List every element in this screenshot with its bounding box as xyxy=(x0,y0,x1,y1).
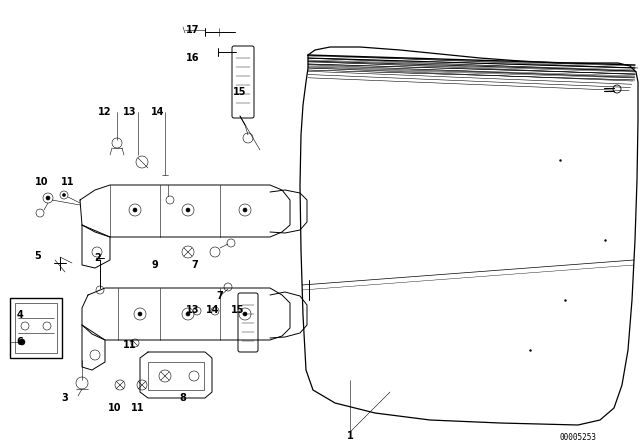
Text: 10: 10 xyxy=(35,177,49,187)
Text: 9: 9 xyxy=(152,260,158,270)
Text: 14: 14 xyxy=(206,305,220,315)
Circle shape xyxy=(138,312,142,316)
Text: 4: 4 xyxy=(17,310,24,320)
Text: 7: 7 xyxy=(191,260,198,270)
Text: 15: 15 xyxy=(233,87,247,97)
Text: 17: 17 xyxy=(186,25,200,35)
Text: 11: 11 xyxy=(124,340,137,350)
Text: 8: 8 xyxy=(180,393,186,403)
Bar xyxy=(148,362,204,390)
Text: 5: 5 xyxy=(35,251,42,261)
Text: 16: 16 xyxy=(186,53,200,63)
Circle shape xyxy=(243,312,247,316)
Circle shape xyxy=(46,196,50,200)
Text: 00005253: 00005253 xyxy=(559,434,596,443)
Bar xyxy=(10,298,62,358)
Text: 7: 7 xyxy=(216,291,223,301)
Text: 3: 3 xyxy=(61,393,68,403)
Text: 12: 12 xyxy=(99,107,112,117)
Text: 13: 13 xyxy=(124,107,137,117)
Text: 11: 11 xyxy=(61,177,75,187)
Circle shape xyxy=(63,194,65,197)
Circle shape xyxy=(133,208,137,212)
Circle shape xyxy=(186,208,190,212)
Circle shape xyxy=(186,312,190,316)
Bar xyxy=(15,303,57,353)
Text: 2: 2 xyxy=(95,253,101,263)
Text: 11: 11 xyxy=(131,403,145,413)
Circle shape xyxy=(19,339,25,345)
Text: 10: 10 xyxy=(108,403,122,413)
Text: 15: 15 xyxy=(231,305,244,315)
Text: 1: 1 xyxy=(347,431,353,441)
Text: 6: 6 xyxy=(17,337,24,347)
Text: 14: 14 xyxy=(151,107,164,117)
Text: 13: 13 xyxy=(186,305,200,315)
Circle shape xyxy=(243,208,247,212)
